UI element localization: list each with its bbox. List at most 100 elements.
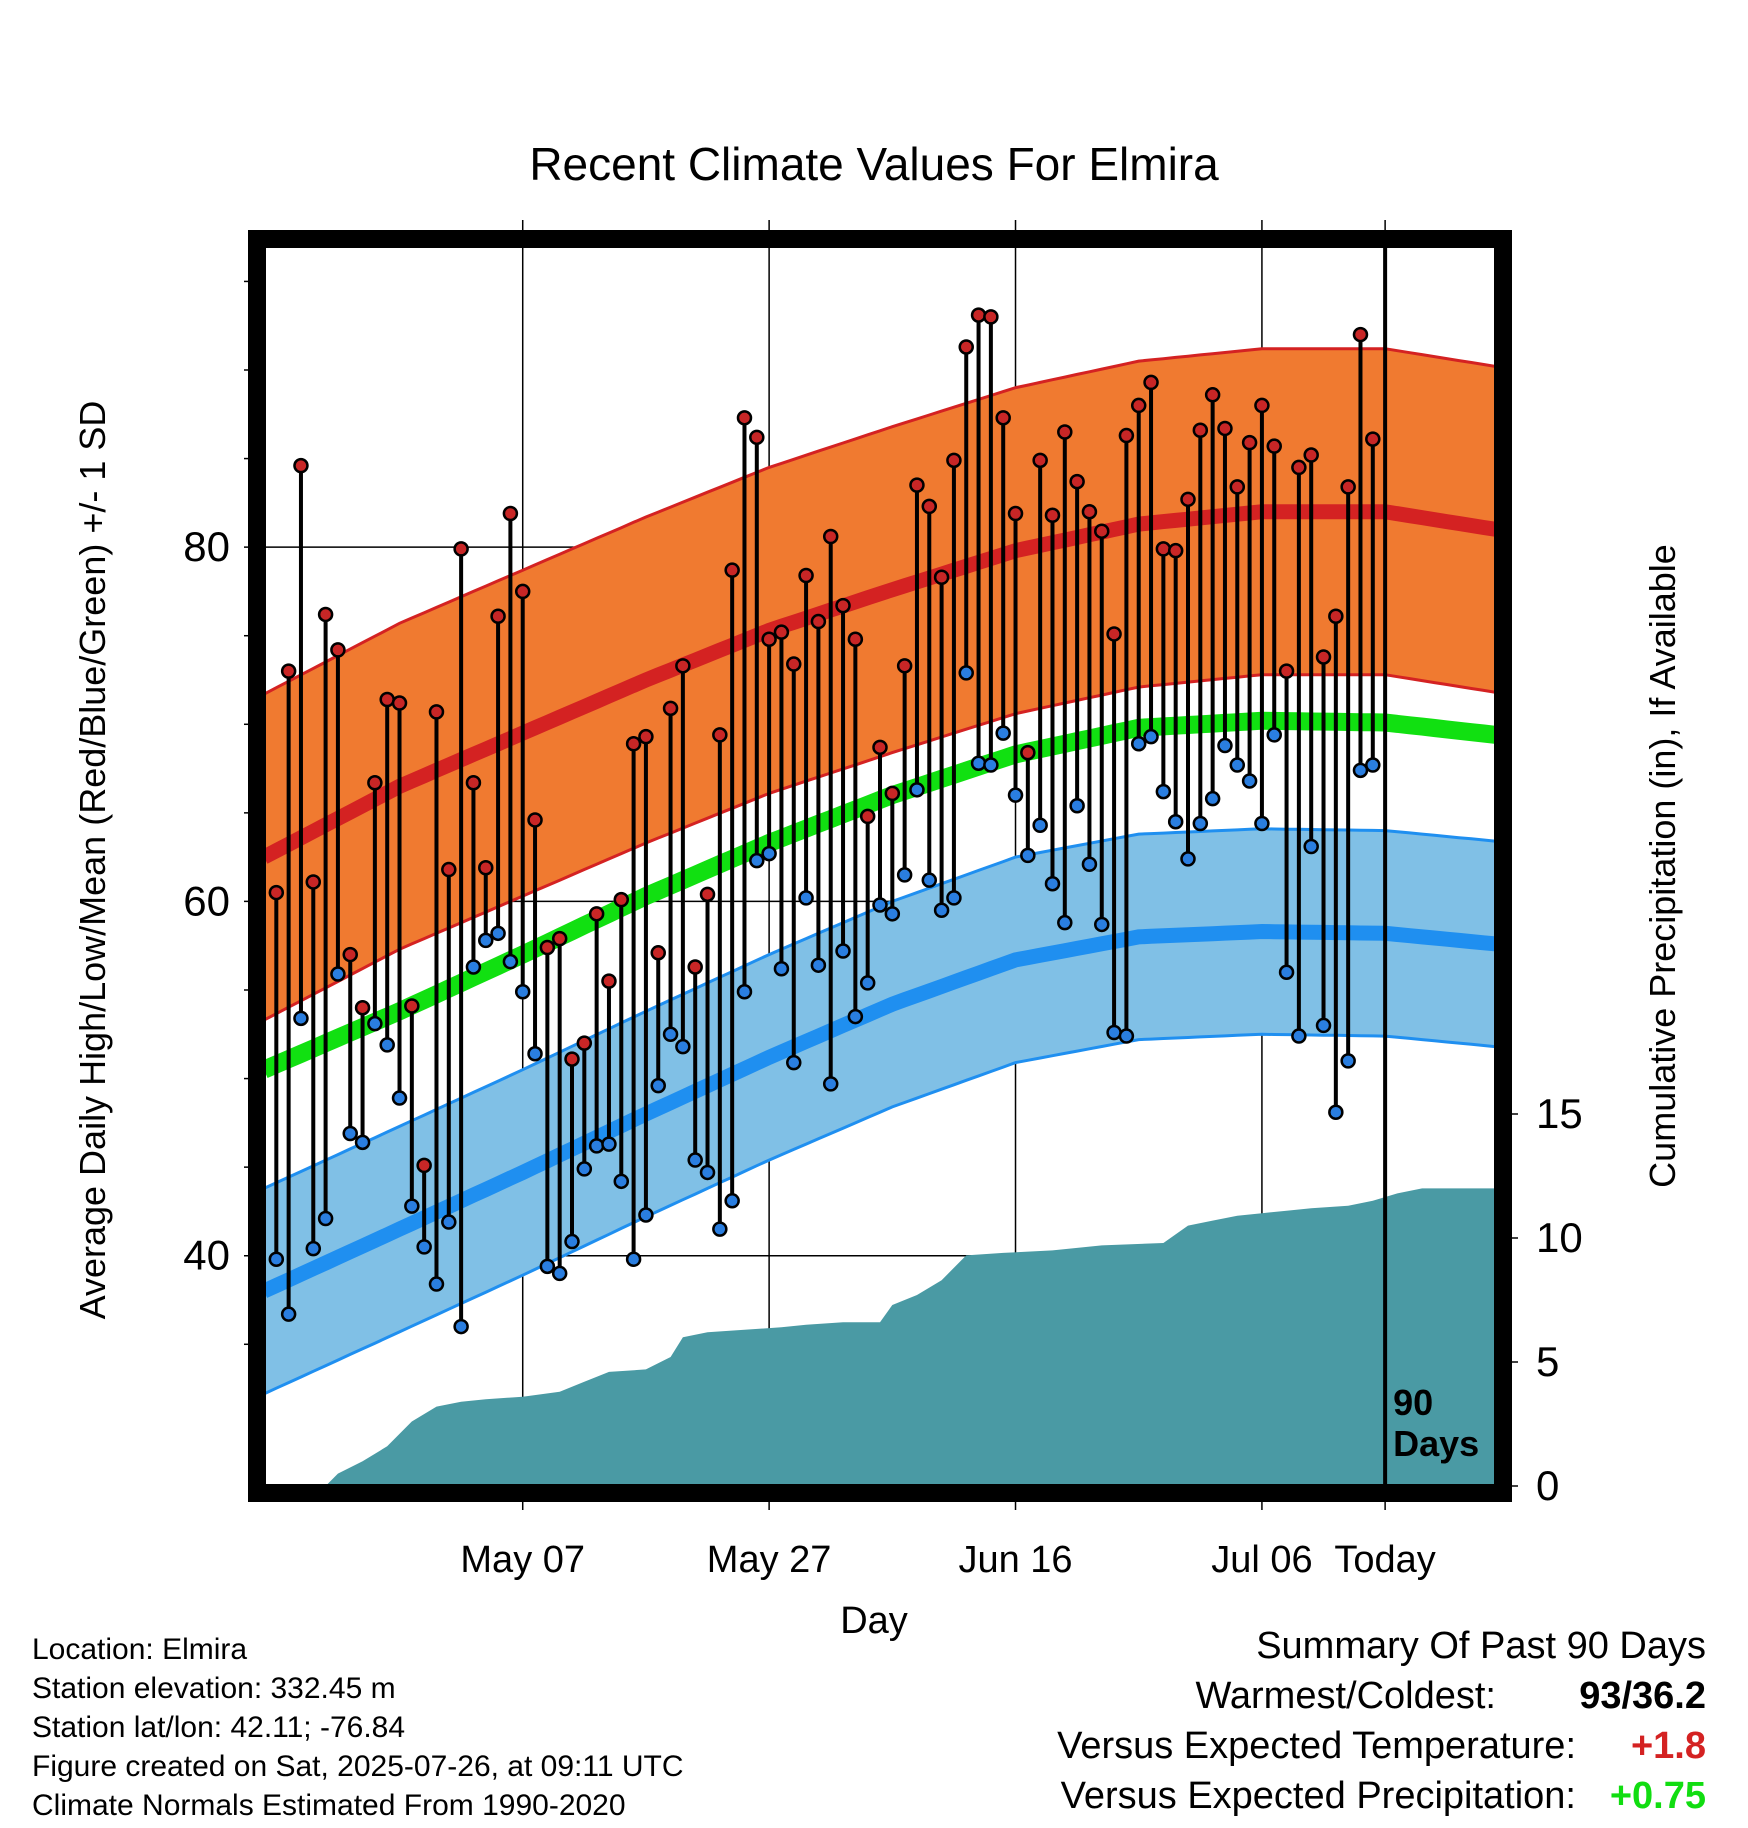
daily-low-point bbox=[1020, 847, 1036, 864]
y2-tick-label: 15 bbox=[1536, 1090, 1583, 1137]
daily-high-point bbox=[1106, 626, 1122, 642]
daily-high-point bbox=[995, 410, 1011, 426]
daily-high-point bbox=[970, 307, 987, 323]
daily-high-point bbox=[909, 477, 925, 493]
temp-label: Versus Expected Temperature: bbox=[1057, 1725, 1576, 1767]
daily-high-point bbox=[1328, 608, 1344, 624]
y-tick-label: 40 bbox=[183, 1232, 230, 1279]
daily-high-point bbox=[749, 429, 765, 446]
daily-low-point bbox=[712, 1221, 728, 1237]
daily-low-point bbox=[613, 1173, 630, 1190]
daily-low-point bbox=[601, 1136, 617, 1152]
precip-label: Versus Expected Precipitation: bbox=[1060, 1775, 1576, 1817]
daily-high-point bbox=[675, 658, 691, 674]
daily-high-point bbox=[1094, 523, 1110, 539]
daily-high-point bbox=[1130, 397, 1147, 414]
daily-high-point bbox=[293, 457, 309, 474]
daily-high-point bbox=[1340, 479, 1356, 495]
daily-low-point bbox=[1192, 815, 1209, 832]
x-axis-label: Day bbox=[840, 1600, 908, 1642]
y-tick-label: 60 bbox=[183, 877, 230, 924]
daily-high-point bbox=[1192, 422, 1209, 438]
daily-low-point bbox=[1007, 787, 1024, 803]
daily-high-point bbox=[453, 541, 469, 557]
daily-low-point bbox=[1303, 838, 1319, 855]
daily-high-point bbox=[1044, 507, 1061, 524]
daily-high-point bbox=[835, 597, 851, 614]
daily-high-point bbox=[478, 860, 494, 876]
daily-low-point bbox=[416, 1239, 432, 1255]
summary-temp-row: Versus Expected Temperature: +1.8 bbox=[1057, 1725, 1706, 1768]
daily-high-point bbox=[872, 739, 888, 756]
daily-high-point bbox=[699, 886, 716, 903]
daily-low-point bbox=[724, 1193, 740, 1209]
daily-low-point bbox=[1081, 856, 1098, 872]
daily-high-point bbox=[1266, 438, 1282, 454]
high-mean-line bbox=[264, 504, 1496, 864]
daily-high-point bbox=[798, 567, 814, 584]
daily-high-point bbox=[761, 631, 777, 648]
latlon-text: Station lat/lon: 42.11; -76.84 bbox=[32, 1711, 406, 1744]
y2-tick-label: 10 bbox=[1536, 1214, 1583, 1261]
daily-high-point bbox=[712, 727, 728, 743]
daily-high-point bbox=[527, 812, 543, 828]
x-tick-label: May 27 bbox=[707, 1539, 832, 1581]
daily-low-point bbox=[650, 1077, 666, 1094]
warmest-value: 93/36.2 bbox=[1579, 1675, 1706, 1717]
daily-high-point bbox=[1057, 424, 1073, 440]
daily-low-point bbox=[1328, 1104, 1344, 1120]
daily-low-point bbox=[1204, 790, 1221, 807]
daily-low-point bbox=[687, 1152, 703, 1168]
daily-low-point bbox=[588, 1138, 605, 1154]
daily-high-point bbox=[1020, 744, 1036, 761]
daily-low-point bbox=[859, 975, 876, 991]
daily-high-point bbox=[724, 562, 740, 578]
daily-low-point bbox=[909, 782, 925, 798]
daily-low-point bbox=[736, 984, 753, 1000]
daily-high-point bbox=[317, 606, 334, 623]
daily-low-point bbox=[379, 1037, 395, 1053]
daily-high-point bbox=[638, 728, 654, 745]
daily-low-point bbox=[317, 1210, 334, 1227]
daily-low-point bbox=[1143, 728, 1159, 745]
x-tick-label: Today bbox=[1334, 1539, 1435, 1581]
daily-low-point bbox=[933, 902, 950, 919]
daily-low-point bbox=[847, 1008, 864, 1025]
daily-low-point bbox=[958, 665, 974, 681]
daily-low-point bbox=[1180, 851, 1196, 867]
daily-low-point bbox=[970, 755, 987, 772]
daily-low-point bbox=[342, 1125, 358, 1142]
today-days-label: 90 bbox=[1393, 1382, 1433, 1423]
daily-low-point bbox=[872, 897, 888, 913]
daily-high-point bbox=[1143, 374, 1159, 391]
daily-high-point bbox=[490, 608, 506, 624]
daily-high-point bbox=[1365, 431, 1381, 447]
daily-marks bbox=[268, 307, 1381, 1335]
daily-low-point bbox=[761, 845, 777, 862]
daily-low-point bbox=[810, 957, 827, 973]
daily-low-point bbox=[490, 925, 506, 942]
daily-low-point bbox=[404, 1198, 420, 1214]
daily-high-point bbox=[551, 930, 568, 947]
daily-high-point bbox=[1032, 452, 1048, 469]
daily-high-point bbox=[416, 1157, 432, 1174]
daily-high-point bbox=[847, 631, 864, 648]
daily-high-point bbox=[280, 663, 297, 679]
daily-low-point bbox=[1167, 813, 1184, 830]
daily-low-point bbox=[502, 953, 519, 970]
daily-high-point bbox=[983, 309, 999, 325]
daily-high-point bbox=[736, 410, 753, 426]
daily-low-point bbox=[884, 906, 901, 922]
daily-low-point bbox=[1340, 1053, 1356, 1069]
temp-value: +1.8 bbox=[1630, 1725, 1706, 1767]
low-mean-line bbox=[264, 923, 1496, 1298]
daily-low-point bbox=[1278, 964, 1295, 981]
daily-low-point bbox=[1241, 773, 1258, 789]
summary-warmest-row: Warmest/Coldest: 93/36.2 bbox=[1195, 1675, 1706, 1718]
daily-high-point bbox=[1315, 649, 1332, 665]
daily-high-point bbox=[539, 939, 556, 956]
daily-low-point bbox=[527, 1046, 543, 1062]
daily-low-point bbox=[1032, 817, 1048, 834]
daily-low-point bbox=[1057, 914, 1073, 931]
daily-high-point bbox=[1118, 427, 1135, 444]
